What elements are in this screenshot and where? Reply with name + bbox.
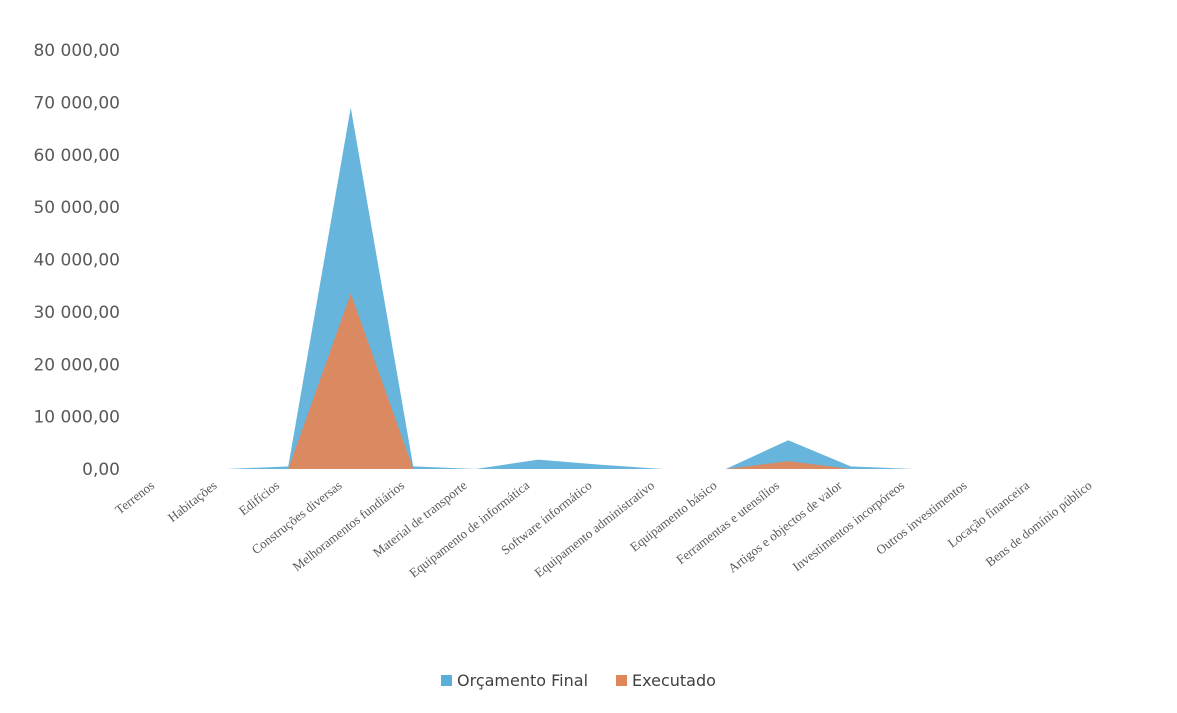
x-tick-label: Edifícios — [236, 478, 282, 519]
series-area-executado — [163, 293, 1101, 469]
y-tick-label: 50 000,00 — [33, 198, 120, 218]
y-tick-label: 30 000,00 — [33, 303, 120, 323]
x-tick-label: Habitações — [165, 478, 220, 525]
y-tick-label: 40 000,00 — [33, 251, 120, 271]
x-tick-label: Equipamento de informática — [406, 477, 532, 580]
y-axis-tick-labels: 0,00 10 000,00 20 000,00 30 000,00 40 000,00… — [33, 41, 120, 480]
legend: Orçamento Final Executado — [441, 671, 716, 690]
plot-areas — [163, 107, 1101, 470]
legend-label-executado: Executado — [632, 671, 716, 690]
y-tick-label: 0,00 — [82, 460, 120, 480]
series-area-orcamento-final — [163, 107, 1101, 470]
x-tick-label: Bens de domínio público — [983, 478, 1095, 570]
y-tick-label: 10 000,00 — [33, 408, 120, 428]
legend-swatch-orcamento-final — [441, 675, 452, 686]
legend-label-orcamento-final: Orçamento Final — [457, 671, 588, 690]
y-tick-label: 80 000,00 — [33, 41, 120, 61]
y-tick-label: 70 000,00 — [33, 93, 120, 113]
y-tick-label: 60 000,00 — [33, 146, 120, 166]
x-tick-label: Ferramentas e utensílios — [673, 478, 782, 568]
x-tick-label: Equipamento administrativo — [531, 478, 657, 581]
x-tick-label: Terrenos — [112, 478, 157, 518]
x-tick-label: Melhoramentos fundiários — [289, 478, 407, 575]
x-tick-label: Artigos e objectos de valor — [725, 477, 845, 575]
y-tick-label: 20 000,00 — [33, 355, 120, 375]
legend-swatch-executado — [616, 675, 628, 686]
x-tick-label: Investimentos incorpóreos — [789, 478, 907, 575]
